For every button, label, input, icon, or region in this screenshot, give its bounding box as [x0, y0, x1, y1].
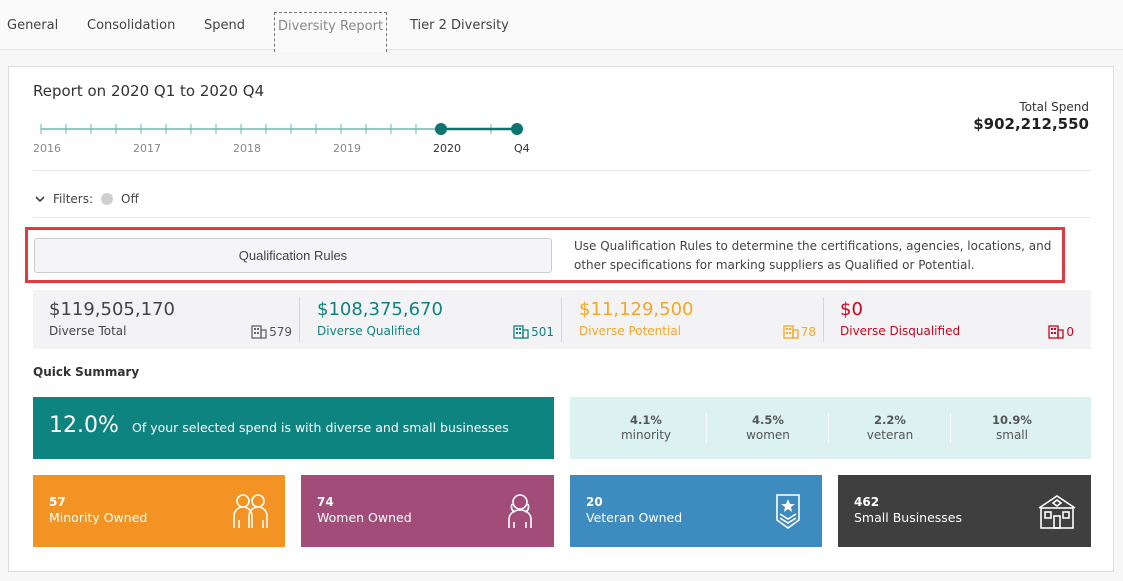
timeline-start-handle	[435, 123, 447, 135]
storefront-icon	[1038, 495, 1076, 529]
divider	[33, 217, 1091, 218]
stat-value: $11,129,500	[579, 299, 694, 320]
stat-label: Diverse Disqualified	[840, 324, 961, 338]
tile-count: 462	[854, 495, 880, 509]
stat-diverse-total[interactable]: $119,505,170 Diverse Total 579	[33, 290, 300, 349]
timeline-label: 2017	[133, 142, 161, 155]
stat-label: Diverse Qualified	[317, 324, 421, 338]
timeline-end-handle	[511, 123, 523, 135]
timeline-label: 2019	[333, 142, 361, 155]
tile-small-businesses[interactable]: 462 Small Businesses	[838, 475, 1091, 547]
building-icon	[513, 325, 529, 339]
timeline-label: Q4	[514, 142, 530, 155]
woman-icon	[508, 494, 532, 528]
stat-label: Diverse Potential	[579, 324, 682, 338]
divider	[33, 170, 1091, 171]
tab-diversity-report[interactable]: Diversity Report	[274, 12, 388, 52]
tile-label: Small Businesses	[854, 510, 963, 525]
filters-switch[interactable]	[101, 193, 114, 205]
tile-minority-owned[interactable]: 57 Minority Owned	[33, 475, 285, 547]
filters-label: Filters:	[53, 192, 94, 206]
diverse-spend-banner: 12.0% Of your selected spend is with div…	[33, 397, 554, 459]
veteran-badge-icon	[776, 494, 800, 529]
quick-summary-title: Quick Summary	[33, 365, 140, 379]
timeline-label: 2018	[233, 142, 261, 155]
breakdown-small: 10.9% small	[992, 413, 1032, 442]
stat-count: 0	[1048, 325, 1074, 339]
stat-count: 501	[513, 325, 554, 339]
tile-count: 20	[586, 495, 603, 509]
tile-count: 57	[49, 495, 66, 509]
stat-value: $0	[840, 299, 863, 320]
tab-consolidation[interactable]: Consolidation	[87, 18, 176, 33]
tile-label: Minority Owned	[49, 510, 148, 525]
stat-value: $108,375,670	[317, 299, 443, 320]
report-title: Report on 2020 Q1 to 2020 Q4	[33, 82, 265, 100]
stat-value: $119,505,170	[49, 299, 175, 320]
stat-diverse-disqualified[interactable]: $0 Diverse Disqualified 0	[824, 290, 1082, 349]
timeline-label: 2020	[433, 142, 461, 155]
group-people-icon	[233, 494, 268, 528]
timeline-track	[40, 123, 523, 135]
tile-veteran-owned[interactable]: 20 Veteran Owned	[570, 475, 822, 547]
breakdown-minority: 4.1% minority	[585, 397, 707, 459]
total-spend-value: $902,212,550	[973, 115, 1089, 133]
report-card: Report on 2020 Q1 to 2020 Q4 2016 2017 2…	[8, 66, 1114, 572]
diversity-breakdown: 4.1% minority 4.5% women 2.2% veteran 10…	[570, 397, 1091, 459]
qualification-rules-button[interactable]: Qualification Rules	[34, 238, 552, 273]
stat-diverse-qualified[interactable]: $108,375,670 Diverse Qualified 501	[301, 290, 562, 349]
tile-count: 74	[317, 495, 334, 509]
breakdown-women: 4.5% women	[707, 397, 829, 459]
building-icon	[783, 325, 799, 339]
chevron-down-icon	[35, 196, 45, 203]
qualification-rules-description: Use Qualification Rules to determine the…	[574, 239, 1052, 272]
tab-bar: General Consolidation Spend Diversity Re…	[0, 0, 1123, 52]
timeline-label: 2016	[33, 142, 61, 155]
diverse-spend-text: Of your selected spend is with diverse a…	[132, 420, 509, 435]
diverse-spend-stats: $119,505,170 Diverse Total 579 $108,375,…	[33, 290, 1091, 349]
tile-label: Women Owned	[317, 510, 412, 525]
tab-general[interactable]: General	[7, 18, 59, 33]
building-icon	[1048, 325, 1065, 339]
tab-tier-2-diversity[interactable]: Tier 2 Diversity	[410, 18, 509, 33]
breakdown-veteran: 2.2% veteran	[829, 397, 951, 459]
timeline-slider[interactable]: 2016 2017 2018 2019 2020 Q4	[9, 67, 569, 167]
tile-women-owned[interactable]: 74 Women Owned	[301, 475, 554, 547]
building-icon	[251, 325, 267, 339]
tab-spend[interactable]: Spend	[204, 18, 245, 33]
stat-count: 579	[251, 325, 292, 339]
stat-label: Diverse Total	[49, 324, 127, 338]
filters-toggle[interactable]: Filters: Off	[33, 191, 139, 207]
diverse-spend-percent: 12.0%	[49, 413, 119, 438]
stat-count: 78	[783, 325, 816, 339]
tile-label: Veteran Owned	[586, 510, 683, 525]
stat-diverse-potential[interactable]: $11,129,500 Diverse Potential 78	[563, 290, 824, 349]
total-spend-label: Total Spend	[1019, 100, 1089, 114]
filters-state: Off	[121, 192, 139, 206]
qualification-rules-panel: Qualification Rules Use Qualification Ru…	[25, 227, 1065, 283]
